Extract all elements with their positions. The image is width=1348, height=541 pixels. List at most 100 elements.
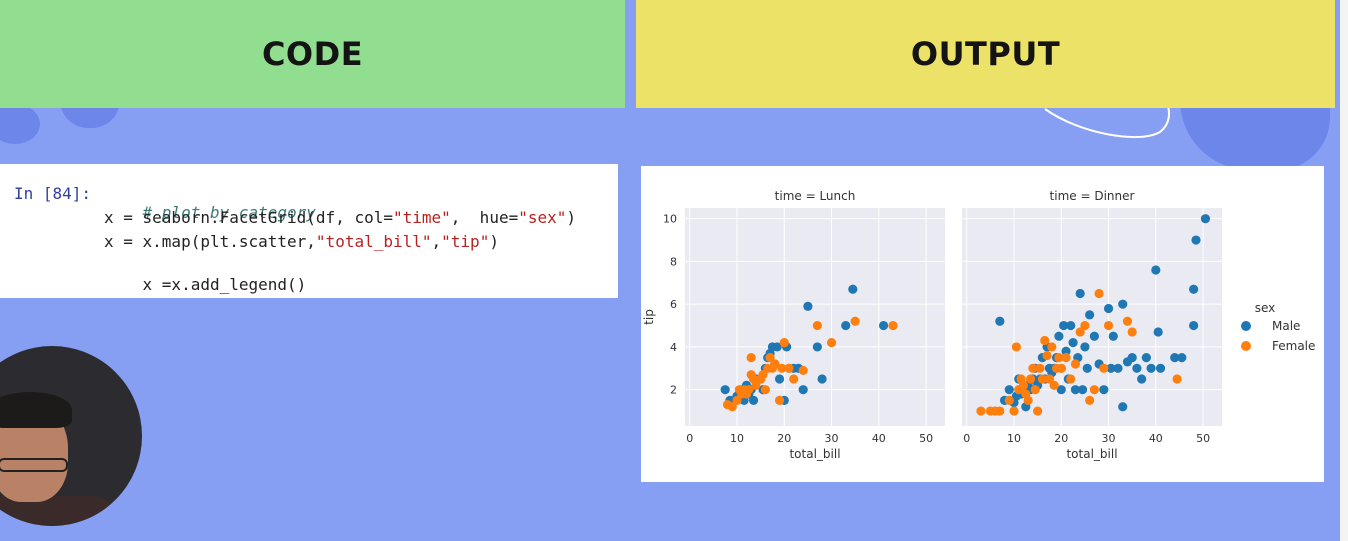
data-point-female <box>812 320 822 331</box>
data-point-male <box>841 320 851 331</box>
code-text: , <box>431 232 442 251</box>
data-point-female <box>1049 380 1059 390</box>
data-point-male <box>1056 385 1066 395</box>
data-point-male <box>1068 338 1078 348</box>
data-point-female <box>1122 316 1133 326</box>
data-point-female <box>1075 327 1085 337</box>
data-point-male <box>1137 374 1147 384</box>
x-tick-label: 10 <box>1007 432 1021 445</box>
data-point-female <box>1054 353 1064 363</box>
data-point-male <box>1089 331 1099 341</box>
code-string: "tip" <box>441 232 490 251</box>
x-tick-label: 10 <box>730 432 744 445</box>
data-point-male <box>1061 346 1071 356</box>
data-point-male <box>848 284 858 294</box>
data-point-male <box>720 385 730 395</box>
code-line-1: # plot by category <box>104 184 316 241</box>
data-point-female <box>1070 359 1081 369</box>
data-point-female <box>1035 363 1045 373</box>
decorative-blob-left <box>0 104 40 144</box>
output-cell: 0 10 20 30 40 50 2 4 6 8 10 time = Lunch total_bill 0… <box>641 166 1324 482</box>
data-point-female <box>1061 353 1071 363</box>
data-point-male <box>878 320 889 331</box>
data-point-male <box>803 301 813 311</box>
code-text: x = seaborn.FacetGrid(df, col= <box>104 208 393 227</box>
legend-title: sex <box>1255 301 1276 315</box>
data-point-male <box>1106 363 1116 373</box>
facet-title: time = Lunch <box>775 189 856 203</box>
data-point-female <box>826 338 837 348</box>
data-point-male <box>1080 342 1090 352</box>
legend-marker-female <box>1241 341 1251 351</box>
decorative-curve <box>1044 105 1170 138</box>
data-point-male <box>1113 363 1123 373</box>
presenter-glasses <box>0 458 68 472</box>
data-point-male <box>798 385 808 395</box>
data-point-female <box>1089 385 1099 395</box>
data-point-female <box>751 380 761 390</box>
code-string: "sex" <box>518 208 567 227</box>
data-point-male <box>1085 310 1095 320</box>
y-tick-label: 6 <box>670 298 677 311</box>
x-tick-label: 0 <box>686 432 693 445</box>
code-banner-title: CODE <box>261 35 364 73</box>
facet-scatter-chart: 0 10 20 30 40 50 2 4 6 8 10 time = Lunch total_bill 0… <box>642 189 1315 461</box>
x-tick-label: 50 <box>919 432 933 445</box>
y-tick-label: 8 <box>670 255 677 268</box>
code-line-3: x = x.map(plt.scatter,"total_bill","tip"… <box>104 232 499 251</box>
data-point-male <box>1103 303 1114 314</box>
cell-prompt: In [84]: <box>14 184 92 203</box>
data-point-female <box>779 338 789 348</box>
data-point-male <box>1189 284 1199 294</box>
code-string: "total_bill" <box>315 232 432 251</box>
data-point-female <box>1042 350 1052 361</box>
data-point-female <box>1044 374 1055 384</box>
data-point-female <box>758 370 768 380</box>
x-tick-label: 20 <box>1054 432 1068 445</box>
data-point-male <box>748 395 759 405</box>
presenter-hair <box>0 392 72 428</box>
code-string: "time" <box>392 208 451 227</box>
output-banner-title: OUTPUT <box>910 35 1061 73</box>
data-point-female <box>1004 395 1014 405</box>
data-point-female <box>1037 374 1047 384</box>
data-point-female <box>1103 320 1114 331</box>
code-banner: CODE <box>0 0 625 108</box>
data-point-male <box>1118 402 1128 412</box>
data-point-female <box>1023 395 1033 405</box>
legend-marker-male <box>1241 321 1251 331</box>
code-text: ) <box>566 208 577 227</box>
x-tick-label: 40 <box>872 432 886 445</box>
facet-title: time = Dinner <box>1050 189 1135 203</box>
y-tick-label: 4 <box>670 341 677 354</box>
x-axis-label: total_bill <box>789 447 840 461</box>
data-point-male <box>1118 299 1128 309</box>
data-point-female <box>995 406 1005 416</box>
x-tick-label: 50 <box>1196 432 1210 445</box>
data-point-female <box>1025 374 1036 384</box>
data-point-male <box>1054 331 1064 341</box>
code-text: , hue= <box>450 208 519 227</box>
data-point-male <box>1189 320 1199 331</box>
code-cell[interactable]: In [84]: # plot by category x = seaborn.… <box>0 164 618 298</box>
code-line-2: x = seaborn.FacetGrid(df, col="time", hu… <box>104 208 576 227</box>
data-point-female <box>777 363 787 373</box>
data-point-male <box>1066 320 1076 331</box>
data-point-male <box>1141 353 1151 363</box>
data-point-male <box>1059 320 1069 331</box>
data-point-male <box>1132 363 1142 373</box>
data-point-male <box>1082 363 1092 373</box>
data-point-female <box>976 406 986 416</box>
data-point-female <box>1018 380 1029 390</box>
data-point-female <box>1040 335 1050 346</box>
data-point-female <box>789 374 799 384</box>
data-point-female <box>1030 385 1040 395</box>
data-point-female <box>1066 374 1076 384</box>
code-comment: # plot by category <box>142 203 316 222</box>
data-point-male <box>1155 363 1166 373</box>
data-point-female <box>1080 320 1090 331</box>
data-point-male <box>1077 385 1088 395</box>
data-point-male <box>1177 353 1187 363</box>
data-point-female <box>1085 395 1095 405</box>
code-text: x = x.map(plt.scatter, <box>104 232 316 251</box>
